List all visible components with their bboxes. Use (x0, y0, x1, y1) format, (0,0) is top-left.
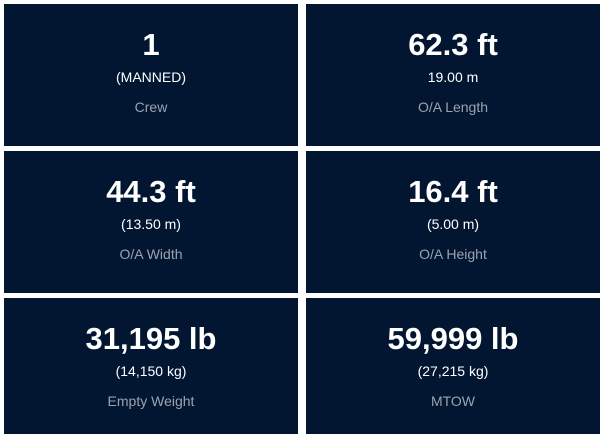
spec-value: 44.3 ft (106, 174, 196, 209)
spec-label: MTOW (430, 393, 476, 409)
spec-value: 31,195 lb (85, 321, 217, 356)
spec-sub: 19.00 m (427, 69, 479, 85)
spec-card: 16.4 ft (5.00 m) O/A Height (306, 151, 600, 293)
spec-sub: (5.00 m) (426, 216, 480, 232)
spec-card: 31,195 lb (14,150 kg) Empty Weight (4, 298, 298, 434)
spec-label: Empty Weight (107, 393, 195, 409)
spec-value: 59,999 lb (387, 321, 519, 356)
spec-label: O/A Width (119, 246, 183, 262)
spec-label: Crew (134, 99, 168, 115)
spec-value: 1 (142, 27, 160, 62)
spec-value: 16.4 ft (408, 174, 498, 209)
spec-value: 62.3 ft (408, 27, 498, 62)
spec-card: 62.3 ft 19.00 m O/A Length (306, 4, 600, 146)
spec-sub: (14,150 kg) (115, 363, 187, 379)
spec-sub: (13.50 m) (121, 216, 181, 232)
spec-card: 59,999 lb (27,215 kg) MTOW (306, 298, 600, 434)
spec-card: 44.3 ft (13.50 m) O/A Width (4, 151, 298, 293)
spec-sub: (27,215 kg) (417, 363, 489, 379)
spec-label: O/A Length (417, 99, 489, 115)
spec-label: O/A Height (419, 246, 487, 262)
spec-card: 1 (MANNED) Crew (4, 4, 298, 146)
spec-sub: (MANNED) (116, 69, 186, 85)
